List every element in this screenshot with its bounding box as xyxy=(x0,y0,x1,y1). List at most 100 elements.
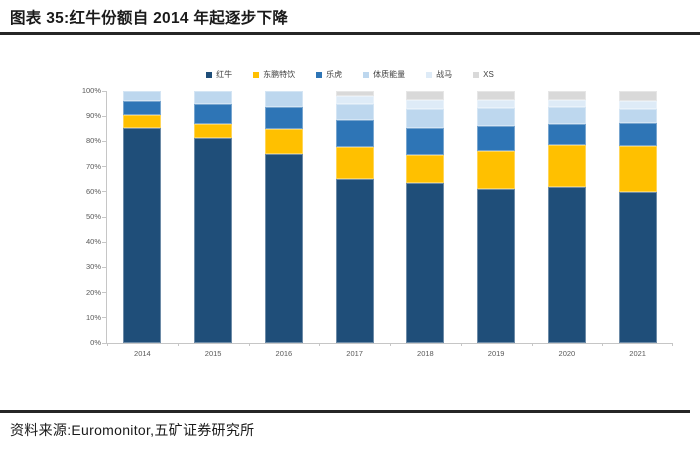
bar-segment xyxy=(477,100,516,108)
legend-item-3: 体质能量 xyxy=(363,69,405,80)
legend-swatch xyxy=(426,71,433,78)
bar-segment xyxy=(618,146,657,193)
y-axis-tick-label: 0% xyxy=(90,338,101,347)
bar-segment xyxy=(335,96,374,105)
y-axis-tick xyxy=(102,90,106,92)
bar-segment xyxy=(123,91,162,102)
bar-2014 xyxy=(123,91,162,343)
bar-segment xyxy=(406,183,445,343)
bar-segment xyxy=(194,123,233,139)
y-axis-tick xyxy=(102,115,106,117)
x-axis-category-label: 2018 xyxy=(417,349,434,358)
x-axis-category-label: 2019 xyxy=(487,349,505,358)
bar-segment xyxy=(477,107,516,126)
bar-segment xyxy=(264,153,303,343)
y-axis-tick-label: 20% xyxy=(85,287,101,297)
x-axis-category-label: 2015 xyxy=(204,349,222,358)
bar-segment xyxy=(477,151,516,189)
bar-segment xyxy=(335,104,374,121)
x-axis-tick xyxy=(177,343,179,346)
bar-segment xyxy=(547,123,586,146)
x-axis-tick xyxy=(248,343,250,346)
y-axis-tick xyxy=(102,166,106,168)
bar-segment xyxy=(264,91,303,107)
bar-2017 xyxy=(335,91,374,343)
y-axis-tick-label: 50% xyxy=(85,212,101,221)
bar-segment xyxy=(194,104,233,124)
bar-segment xyxy=(547,107,586,124)
bar-segment xyxy=(335,178,374,343)
x-axis-category-label: 2021 xyxy=(629,349,646,358)
x-axis-tick xyxy=(319,343,321,346)
legend-item-5: XS xyxy=(473,70,494,79)
legend-swatch xyxy=(363,71,370,78)
x-axis-category-label: 2020 xyxy=(558,349,576,358)
bar-segment xyxy=(547,145,586,187)
bar-segment xyxy=(477,91,516,101)
legend-item-4: 战马 xyxy=(426,69,452,80)
legend-item-2: 乐虎 xyxy=(316,69,342,80)
y-axis-tick xyxy=(102,342,106,344)
legend-item-label: XS xyxy=(483,70,494,79)
y-axis-tick-label: 10% xyxy=(85,312,101,322)
x-axis-category-label: 2017 xyxy=(346,349,363,358)
y-axis-tick-label: 60% xyxy=(85,186,101,196)
y-axis-tick xyxy=(102,292,106,294)
legend-item-label: 体质能量 xyxy=(373,70,406,79)
bar-2021 xyxy=(618,91,657,343)
figure-title: 图表 35:红牛份额自 2014 年起逐步下降 xyxy=(10,10,289,27)
bar-segment xyxy=(618,108,657,123)
bar-segment xyxy=(406,154,445,184)
y-axis-tick xyxy=(102,216,106,218)
x-axis-tick xyxy=(602,343,604,346)
chart-legend: 红牛 东鹏特饮 乐虎 体质能量 战马 XS xyxy=(0,69,700,80)
bar-segment xyxy=(123,128,162,343)
legend-swatch xyxy=(206,71,213,78)
legend-swatch xyxy=(316,71,323,78)
bar-segment xyxy=(547,99,586,108)
y-axis-tick-label: 70% xyxy=(85,161,101,171)
bar-segment xyxy=(547,91,586,100)
y-axis-tick xyxy=(102,266,106,268)
bar-segment xyxy=(618,122,657,147)
bar-segment xyxy=(406,91,445,101)
bar-segment xyxy=(194,138,233,343)
bar-segment xyxy=(547,186,586,343)
bar-2020 xyxy=(547,91,586,343)
legend-item-label: 红牛 xyxy=(216,70,233,79)
bar-segment xyxy=(264,106,303,129)
legend-swatch xyxy=(473,71,480,78)
bar-segment xyxy=(264,128,303,154)
bar-segment xyxy=(618,192,657,343)
y-axis-tick xyxy=(102,140,106,142)
bar-segment xyxy=(618,100,657,109)
plot-area: 0% 10% 20% 30% 40% 50% 60% 70% 80% 90% 100% 2014 201… xyxy=(82,86,673,358)
legend-item-label: 战马 xyxy=(436,70,453,79)
bar-segment xyxy=(477,125,516,152)
footer-divider xyxy=(0,410,690,413)
bar-segment xyxy=(618,91,657,101)
x-axis-tick xyxy=(107,343,108,346)
y-axis-tick-label: 100% xyxy=(81,86,101,95)
bar-segment xyxy=(406,127,445,155)
title-divider xyxy=(0,32,700,35)
legend-item-1: 东鹏特饮 xyxy=(253,69,295,80)
x-axis-tick xyxy=(531,343,533,346)
y-axis-tick xyxy=(102,241,106,243)
bar-segment xyxy=(123,101,162,115)
bar-segment xyxy=(335,147,374,179)
bar-2019 xyxy=(477,91,516,343)
y-axis-tick xyxy=(102,191,106,193)
legend-item-label: 东鹏特饮 xyxy=(263,70,296,79)
x-axis-tick xyxy=(390,343,391,346)
bar-segment xyxy=(194,91,233,105)
legend-item-0: 红牛 xyxy=(206,69,232,80)
y-axis-tick-label: 90% xyxy=(85,111,101,121)
source-note: 资料来源:Euromonitor,五矿证券研究所 xyxy=(10,422,255,438)
bar-2018 xyxy=(406,91,445,343)
legend-swatch xyxy=(253,71,260,78)
x-axis-category-label: 2016 xyxy=(275,349,293,358)
bar-2015 xyxy=(194,91,233,343)
y-axis-tick-label: 80% xyxy=(85,136,101,146)
y-axis-tick-label: 30% xyxy=(85,262,101,272)
